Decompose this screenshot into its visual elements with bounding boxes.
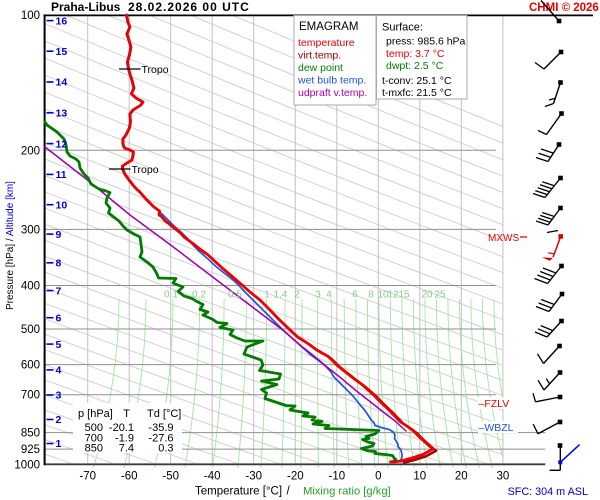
svg-text:dwpt: 2.5 °C: dwpt: 2.5 °C (386, 60, 444, 72)
svg-text:Tropo: Tropo (132, 164, 159, 176)
svg-text:dew point: dew point (298, 62, 343, 74)
svg-text:4: 4 (326, 290, 332, 301)
svg-text:wet bulb temp.: wet bulb temp. (297, 75, 366, 87)
svg-text:14: 14 (56, 77, 68, 89)
svg-text:12: 12 (56, 138, 68, 150)
svg-text:850: 850 (21, 428, 40, 440)
svg-text:udpraft v.temp.: udpraft v.temp. (298, 87, 367, 99)
svg-text:Mixing ratio [g/kg]: Mixing ratio [g/kg] (303, 486, 391, 498)
svg-text:t-mxfc: 21.5 °C: t-mxfc: 21.5 °C (382, 87, 452, 99)
svg-text:–WBZL: –WBZL (479, 422, 514, 434)
svg-text:-35.9: -35.9 (148, 422, 173, 434)
svg-text:-50: -50 (162, 471, 179, 483)
svg-text:10: 10 (377, 290, 389, 301)
svg-text:4: 4 (56, 365, 62, 377)
svg-text:6: 6 (352, 290, 358, 301)
svg-text:Td [°C]: Td [°C] (147, 408, 181, 420)
svg-text:-1.9: -1.9 (115, 433, 134, 445)
svg-text:0.1: 0.1 (164, 290, 178, 301)
svg-text:600: 600 (21, 360, 40, 372)
svg-text:10: 10 (56, 199, 68, 211)
svg-text:0.5: 0.5 (228, 290, 242, 301)
svg-text:7.4: 7.4 (119, 443, 134, 455)
svg-text:700: 700 (21, 390, 40, 402)
svg-text:13: 13 (56, 108, 68, 120)
svg-text:12: 12 (387, 290, 399, 301)
svg-text:200: 200 (21, 145, 40, 157)
svg-text:5: 5 (56, 339, 62, 351)
svg-text:100: 100 (21, 10, 40, 22)
svg-text:Praha-Libus: Praha-Libus (51, 0, 121, 14)
svg-text:Pressure [hPa] / Altitude [km]: Pressure [hPa] / Altitude [km] (5, 181, 16, 310)
svg-text:-70: -70 (79, 471, 96, 483)
svg-text:11: 11 (56, 169, 67, 181)
svg-text:9: 9 (56, 229, 62, 241)
svg-text:8: 8 (56, 258, 62, 270)
svg-text:25: 25 (434, 290, 446, 301)
svg-text:500: 500 (85, 422, 103, 434)
svg-text:3: 3 (56, 390, 62, 402)
svg-text:-20: -20 (287, 471, 304, 483)
svg-text:-30: -30 (245, 471, 262, 483)
svg-text:10: 10 (413, 471, 426, 483)
svg-text:7: 7 (56, 285, 62, 297)
svg-text:15: 15 (398, 290, 410, 301)
svg-text:1: 1 (56, 438, 62, 450)
svg-text:0.2: 0.2 (192, 290, 206, 301)
svg-text:Surface:: Surface: (382, 22, 423, 34)
svg-text:30: 30 (497, 471, 510, 483)
svg-text:-10: -10 (328, 471, 345, 483)
svg-text:-60: -60 (121, 471, 138, 483)
svg-text:20: 20 (421, 290, 433, 301)
svg-text:-40: -40 (204, 471, 221, 483)
svg-text:3: 3 (315, 290, 321, 301)
svg-text:850: 850 (85, 443, 103, 455)
svg-text:p [hPa]: p [hPa] (78, 408, 113, 420)
svg-text:300: 300 (21, 224, 40, 236)
svg-text:temp: 3.7 °C: temp: 3.7 °C (386, 48, 445, 60)
svg-text:0.3: 0.3 (158, 443, 173, 455)
svg-text:925: 925 (21, 444, 40, 456)
svg-text:500: 500 (21, 324, 40, 336)
svg-text:6: 6 (56, 312, 62, 324)
svg-text:press: 985.6 hPa: press: 985.6 hPa (386, 36, 466, 48)
svg-text:CHMI © 2026: CHMI © 2026 (529, 2, 599, 14)
svg-text:-27.6: -27.6 (148, 433, 173, 445)
svg-text:EMAGRAM: EMAGRAM (299, 21, 358, 33)
svg-text:2: 2 (56, 414, 62, 426)
svg-text:virt.temp.: virt.temp. (298, 50, 341, 62)
svg-text:1.4: 1.4 (274, 290, 288, 301)
svg-text:1000: 1000 (14, 459, 40, 471)
svg-text:16: 16 (56, 15, 68, 27)
svg-text:1: 1 (264, 290, 270, 301)
svg-text:Temperature [°C]: Temperature [°C] (195, 486, 282, 498)
svg-text:15: 15 (56, 46, 68, 58)
svg-text:20: 20 (455, 471, 468, 483)
svg-text:700: 700 (85, 433, 103, 445)
svg-text:temperature: temperature (298, 37, 355, 49)
svg-text:8: 8 (368, 290, 374, 301)
svg-text:SFC: 304 m ASL: SFC: 304 m ASL (508, 486, 588, 498)
svg-text:Tropo: Tropo (142, 64, 169, 76)
svg-text:/: / (287, 486, 291, 498)
svg-text:2: 2 (294, 290, 300, 301)
svg-text:400: 400 (21, 281, 40, 293)
svg-text:-20.1: -20.1 (109, 422, 134, 434)
svg-text:t-conv: 25.1 °C: t-conv: 25.1 °C (382, 75, 452, 87)
svg-text:MXWS: MXWS (488, 233, 519, 244)
svg-text:T: T (123, 408, 130, 420)
svg-text:–FZLV: –FZLV (479, 398, 510, 410)
svg-text:28.02.2026 00 UTC: 28.02.2026 00 UTC (128, 0, 250, 14)
svg-text:0: 0 (375, 471, 381, 483)
